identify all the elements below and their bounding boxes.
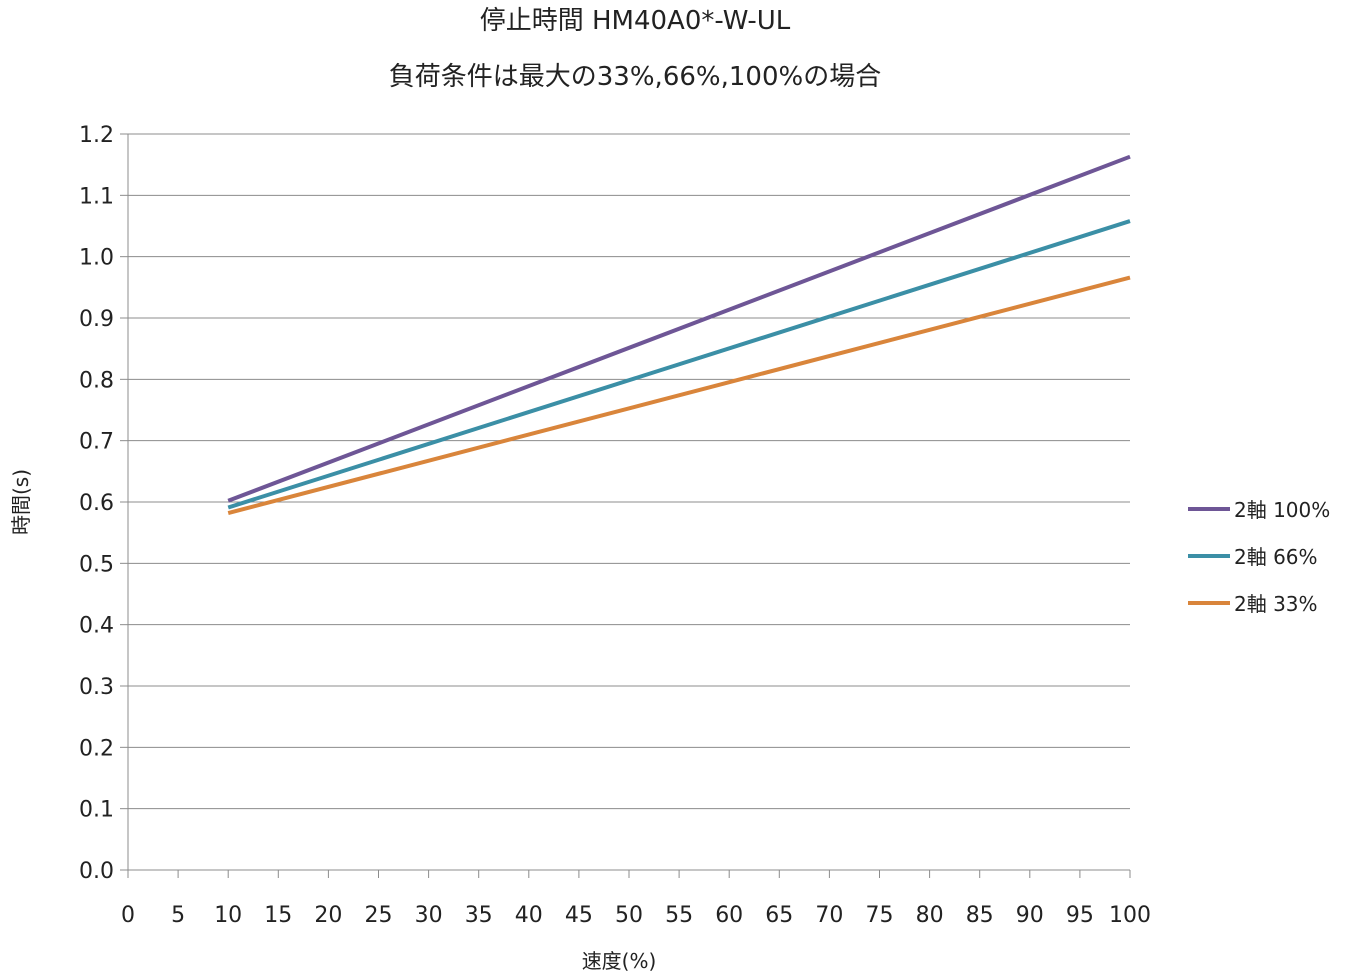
x-tick-label: 100 [1109, 903, 1151, 928]
x-tick-label: 90 [1016, 903, 1044, 928]
y-tick-label: 0.3 [79, 675, 114, 700]
legend-label: 2軸 100% [1234, 498, 1330, 522]
x-tick-label: 10 [214, 903, 242, 928]
chart-subtitle: 負荷条件は最大の33%,66%,100%の場合 [388, 62, 882, 92]
x-tick-label: 45 [565, 903, 593, 928]
y-tick-label: 0.6 [79, 491, 114, 516]
x-tick-label: 5 [171, 903, 185, 928]
y-tick-label: 0.9 [79, 307, 114, 332]
y-axis-title: 時間(s) [9, 469, 33, 535]
x-tick-label: 50 [615, 903, 643, 928]
y-tick-label: 0.0 [79, 859, 114, 884]
x-tick-label: 35 [465, 903, 493, 928]
chart-title: 停止時間 HM40A0*-W-UL [479, 6, 791, 36]
legend: 2軸 100% 2軸 66% 2軸 33% [1188, 498, 1330, 616]
legend-label: 2軸 33% [1234, 592, 1318, 616]
x-tick-label: 25 [365, 903, 393, 928]
x-tick-label: 95 [1066, 903, 1094, 928]
y-tick-label: 1.1 [79, 184, 114, 209]
x-tick-label: 55 [665, 903, 693, 928]
x-tick-label: 30 [415, 903, 443, 928]
x-tick-label: 70 [815, 903, 843, 928]
x-tick-label: 85 [966, 903, 994, 928]
series-line [227, 275, 1131, 515]
x-tick-label: 75 [866, 903, 894, 928]
gridlines [128, 133, 1130, 810]
y-tick-label: 1.2 [79, 123, 114, 148]
y-tick-label: 1.0 [79, 246, 114, 271]
x-axis-title: 速度(%) [582, 949, 657, 973]
y-axis-ticks: 0.0 0.1 0.2 0.3 0.4 0.5 0.6 0.7 0.8 0.9 1.0 1.1 1.2 [79, 123, 128, 884]
series-lines [227, 154, 1131, 515]
x-tick-label: 65 [765, 903, 793, 928]
y-tick-label: 0.8 [79, 368, 114, 393]
series-line [227, 154, 1131, 503]
y-tick-label: 0.1 [79, 798, 114, 823]
y-tick-label: 0.5 [79, 552, 114, 577]
x-tick-label: 40 [515, 903, 543, 928]
x-tick-label: 60 [715, 903, 743, 928]
x-tick-label: 20 [314, 903, 342, 928]
x-axis-ticks: 0 5 10 15 20 25 30 35 40 45 50 55 60 65 70 75 80 85 90 95 10… [121, 870, 1151, 928]
y-tick-label: 0.7 [79, 430, 114, 455]
y-tick-label: 0.4 [79, 614, 114, 639]
y-tick-label: 0.2 [79, 736, 114, 761]
series-line [227, 219, 1131, 510]
legend-label: 2軸 66% [1234, 545, 1318, 569]
x-tick-label: 0 [121, 903, 135, 928]
x-tick-label: 15 [264, 903, 292, 928]
x-tick-label: 80 [916, 903, 944, 928]
